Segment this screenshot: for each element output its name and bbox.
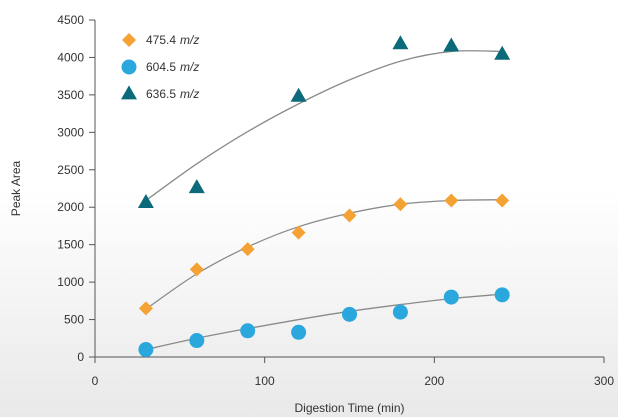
data-point-series-2 — [443, 37, 460, 52]
y-tick-label: 500 — [64, 313, 84, 327]
y-tick-label: 1000 — [57, 275, 84, 289]
x-tick-label: 100 — [255, 374, 275, 388]
data-point-series-1 — [494, 287, 510, 303]
legend-label-2: 636.5 m/z — [146, 87, 199, 101]
data-point-series-0 — [495, 193, 510, 208]
data-point-series-2 — [494, 45, 511, 60]
x-tick-label: 200 — [424, 374, 444, 388]
y-tick-label: 0 — [77, 350, 84, 364]
data-point-series-2 — [137, 194, 154, 209]
data-point-series-0 — [291, 225, 306, 240]
y-tick-label: 2000 — [57, 200, 84, 214]
trendline-series-2 — [145, 50, 503, 202]
data-point-series-1 — [189, 333, 205, 349]
y-tick-label: 4000 — [57, 50, 84, 64]
data-point-series-1 — [392, 304, 408, 320]
legend-value: 475.4 — [146, 33, 176, 47]
y-tick-label: 1500 — [57, 238, 84, 252]
legend-marker-0 — [122, 33, 136, 47]
data-point-series-2 — [188, 179, 205, 194]
data-point-series-1 — [291, 324, 307, 340]
x-axis-title: Digestion Time (min) — [294, 401, 404, 415]
data-point-series-0 — [189, 262, 204, 277]
y-tick-label: 2500 — [57, 163, 84, 177]
data-point-series-0 — [240, 242, 255, 257]
data-point-series-1 — [443, 289, 459, 305]
legend: 475.4 m/z 604.5 m/z 636.5 m/z — [121, 33, 199, 101]
data-point-series-2 — [290, 87, 307, 102]
y-tick-label: 4500 — [57, 13, 84, 27]
legend-value: 604.5 — [146, 60, 176, 74]
legend-unit: m/z — [180, 60, 199, 74]
x-tick-label: 300 — [594, 374, 614, 388]
y-tick-label: 3000 — [57, 125, 84, 139]
data-point-series-2 — [392, 35, 409, 50]
axes: 0 500 1000 1500 2000 2500 3000 3500 4000 4500 0 100… — [57, 13, 614, 388]
data-point-series-0 — [342, 208, 357, 223]
data-point-series-0 — [393, 197, 408, 212]
y-tick-label: 3500 — [57, 88, 84, 102]
legend-label-0: 475.4 m/z — [146, 33, 199, 47]
legend-value: 636.5 — [146, 87, 176, 101]
data-point-series-1 — [138, 342, 154, 358]
x-tick-label: 0 — [92, 374, 99, 388]
data-point-series-0 — [138, 301, 153, 316]
legend-label-1: 604.5 m/z — [146, 60, 199, 74]
legend-unit: m/z — [180, 33, 199, 47]
data-point-series-1 — [342, 306, 357, 322]
data-point-series-1 — [240, 323, 256, 339]
legend-marker-2 — [121, 85, 137, 100]
y-axis-title: Peak Area — [9, 160, 23, 216]
legend-marker-1 — [121, 59, 137, 75]
legend-unit: m/z — [180, 87, 199, 101]
data-points — [137, 35, 511, 358]
data-point-series-0 — [444, 193, 459, 208]
